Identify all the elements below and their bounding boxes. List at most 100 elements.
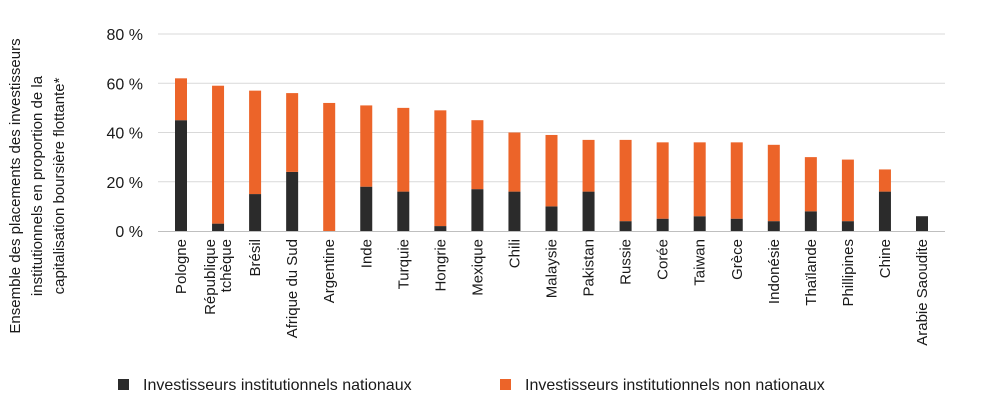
svg-text:Thaïlande: Thaïlande [803,239,820,306]
bar-nationaux [767,221,780,231]
svg-text:Turquie: Turquie [395,239,412,289]
legend-label: Investisseurs institutionnels nationaux [143,377,412,394]
bar-nationaux [619,221,632,231]
bar-non-nationaux [434,110,447,227]
bar-nationaux [471,189,484,231]
x-tick-label: Taiwan [692,239,709,286]
bar-nationaux [434,226,447,231]
bar-non-nationaux [360,105,373,187]
y-axis-title-line: institutionnels en proportion de la [29,75,46,296]
bar-non-nationaux [878,169,891,192]
svg-text:Chine: Chine [877,239,894,278]
x-tick-label: Phillipines [840,239,857,307]
x-tick-label: Pakistan [581,239,598,297]
bar-nationaux [175,120,187,231]
x-tick-label: Pologne [173,239,190,294]
y-tick-label: 0 % [115,224,143,241]
bar-non-nationaux [841,159,854,222]
svg-text:Phillipines: Phillipines [840,239,857,307]
bar-non-nationaux [471,120,484,190]
svg-text:tchèque: tchèque [218,239,235,292]
bar-nationaux [730,218,743,231]
svg-text:Grèce: Grèce [729,239,746,280]
svg-text:Inde: Inde [358,239,375,268]
y-tick-label: 60 % [107,76,143,93]
x-tick-label: Inde [358,239,375,268]
bar-nationaux [212,223,225,231]
svg-text:Brésil: Brésil [247,239,264,277]
x-tick-label: Hongrie [432,239,449,292]
svg-text:Taiwan: Taiwan [692,239,709,286]
x-tick-label: Mexique [469,239,486,296]
x-tick-label: Chine [877,239,894,278]
bar-non-nationaux [693,142,706,217]
y-axis-title-line: Ensemble des placements des investisseur… [7,38,24,333]
legend: Investisseurs institutionnels nationaux I… [118,377,825,394]
bar-nationaux [656,218,669,231]
bars-layer [175,78,928,231]
svg-text:Mexique: Mexique [469,239,486,296]
svg-text:Pologne: Pologne [173,239,190,294]
x-tick-label: Argentine [321,239,338,303]
bar-nationaux [582,191,595,231]
svg-text:Afrique du Sud: Afrique du Sud [284,239,301,338]
svg-text:Arabie Saoudite: Arabie Saoudite [914,239,931,346]
axis-layer: 0 % 20 % 40 % 60 % 80 % Pologne République tchè… [107,27,945,346]
bar-non-nationaux [767,144,780,222]
bar-non-nationaux [249,90,262,195]
bar-nationaux [804,211,817,231]
bar-nationaux [841,221,854,231]
legend-swatch [500,379,511,390]
x-tick-label: Chili [506,239,523,268]
y-tick-label: 20 % [107,175,143,192]
x-tick-label: Indonésie [766,239,783,304]
svg-text:Hongrie: Hongrie [432,239,449,292]
bar-non-nationaux [212,85,225,224]
x-tick-label: Afrique du Sud [284,239,301,338]
bar-nationaux [878,191,891,231]
x-tick-label: République tchèque [202,239,235,315]
x-tick-label: Russie [618,239,635,285]
bar-non-nationaux [545,134,558,207]
x-tick-label: Brésil [247,239,264,277]
svg-text:Chili: Chili [506,239,523,268]
x-tick-label: Arabie Saoudite [914,239,931,346]
bar-non-nationaux [619,139,632,222]
x-tick-label: Turquie [395,239,412,289]
bar-non-nationaux [582,139,595,192]
svg-text:Indonésie: Indonésie [766,239,783,304]
legend-swatch [118,379,129,390]
y-axis-title-line: capitalisation boursière flottante* [51,77,68,294]
bar-nationaux [916,216,928,231]
y-tick-label: 80 % [107,27,143,44]
y-tick-label: 40 % [107,126,143,143]
x-tick-label: Malaysie [544,239,561,298]
x-tick-label: Corée [655,239,672,280]
bar-non-nationaux [323,102,336,231]
bar-non-nationaux [397,107,410,192]
legend-label: Investisseurs institutionnels non nation… [525,377,825,394]
x-tick-label: Grèce [729,239,746,280]
bar-nationaux [397,191,410,231]
svg-text:Corée: Corée [655,239,672,280]
svg-text:Pakistan: Pakistan [581,239,598,297]
bar-nationaux [286,171,299,231]
svg-text:Malaysie: Malaysie [544,239,561,298]
svg-text:Argentine: Argentine [321,239,338,303]
bar-nationaux [508,191,521,231]
svg-text:Russie: Russie [618,239,635,285]
bar-nationaux [249,194,262,231]
bar-non-nationaux [508,132,521,192]
bar-non-nationaux [286,93,299,172]
y-axis-title: Ensemble des placements des investisseur… [7,38,68,333]
svg-text:République: République [202,239,219,315]
bar-nationaux [545,206,558,231]
bar-non-nationaux [175,78,187,121]
bar-non-nationaux [804,157,817,212]
bar-nationaux [693,216,706,231]
bar-non-nationaux [656,142,669,219]
bar-nationaux [360,186,373,231]
x-tick-label: Thaïlande [803,239,820,306]
